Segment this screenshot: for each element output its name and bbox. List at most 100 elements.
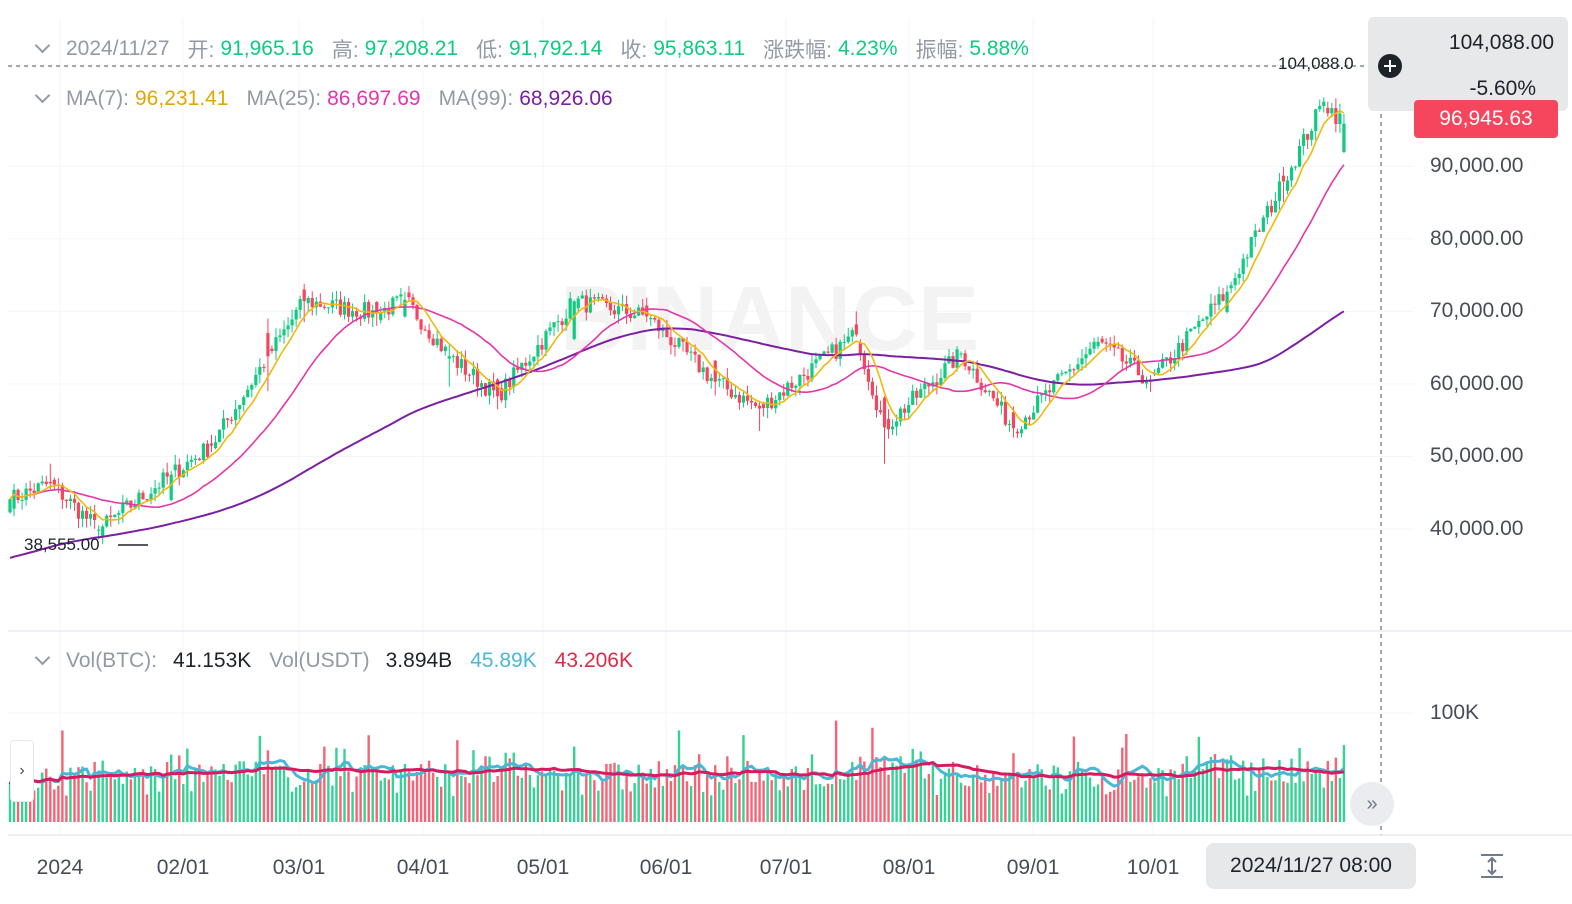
- candle-body: [1056, 374, 1060, 381]
- volume-bar: [504, 752, 507, 822]
- candle-body: [1249, 236, 1253, 258]
- candle-body: [1169, 357, 1173, 364]
- volume-bar: [1233, 779, 1237, 822]
- volume-bar: [1258, 769, 1261, 822]
- candle-body: [657, 319, 661, 332]
- candle-body: [80, 510, 85, 519]
- candle-body: [1112, 343, 1116, 348]
- volume-bar: [431, 772, 435, 822]
- candle-body: [391, 297, 395, 315]
- volume-bar: [262, 774, 266, 822]
- volume-bar: [311, 782, 314, 822]
- candle-body: [1076, 364, 1080, 370]
- volume-bar: [1270, 780, 1273, 822]
- candle-body: [64, 499, 69, 502]
- candle-body: [1044, 390, 1048, 395]
- volume-bar: [1028, 769, 1031, 822]
- fit-scale-icon[interactable]: [1478, 852, 1506, 880]
- volume-bar: [355, 776, 358, 822]
- candle-body: [858, 343, 862, 355]
- candle-body: [508, 378, 512, 388]
- volume-bar: [1161, 770, 1164, 822]
- candle-body: [145, 499, 149, 501]
- candle-body: [548, 327, 552, 332]
- candle-body: [866, 369, 870, 382]
- candle-body: [838, 341, 842, 359]
- volume-bar: [693, 765, 697, 822]
- volume-bar: [383, 777, 386, 822]
- volume-bar: [564, 772, 568, 822]
- candle-body: [76, 502, 81, 519]
- candle-body: [407, 292, 411, 298]
- candle-body: [576, 298, 580, 309]
- candle-body: [1241, 258, 1245, 275]
- candle-body: [596, 296, 600, 299]
- candle-body: [419, 319, 423, 330]
- candle-body: [782, 392, 786, 396]
- candle-body: [133, 505, 137, 508]
- volume-bar: [444, 764, 447, 822]
- volume-bar: [976, 765, 979, 822]
- volume-bar: [170, 754, 173, 822]
- volume-bar: [1056, 767, 1059, 822]
- volume-bar: [315, 780, 318, 822]
- volume-bar: [270, 767, 274, 822]
- candle-body: [52, 479, 56, 485]
- candle-body: [270, 348, 274, 351]
- volume-bar: [919, 751, 922, 822]
- volume-bar: [282, 768, 286, 822]
- candle-body: [459, 359, 463, 368]
- candle-body: [725, 378, 729, 390]
- volume-bar: [899, 756, 902, 822]
- chevron-down-icon[interactable]: [36, 90, 48, 102]
- volume-bar: [20, 790, 24, 822]
- volume-bar: [907, 764, 910, 822]
- volume-bar: [1012, 753, 1015, 822]
- candle-body: [915, 390, 919, 398]
- volume-bar: [1024, 780, 1027, 822]
- candle-body: [306, 297, 310, 304]
- price-axis-label: 60,000.00: [1430, 372, 1524, 395]
- amplitude-label: 振幅:: [915, 39, 964, 62]
- volume-bar: [1125, 734, 1128, 822]
- candle-body: [560, 321, 564, 326]
- candle-body: [1027, 417, 1032, 420]
- volume-bar: [871, 727, 874, 822]
- candle-body: [701, 367, 705, 373]
- volume-bar: [814, 784, 818, 822]
- candle-body: [673, 345, 677, 347]
- chevron-down-icon[interactable]: [36, 40, 48, 52]
- volume-bar: [782, 773, 785, 822]
- candle-body: [971, 368, 975, 371]
- crosshair-price: 104,088.00: [1448, 31, 1554, 54]
- volume-bar: [1209, 756, 1213, 822]
- volume-bar: [734, 782, 737, 822]
- price-axis-label: 40,000.00: [1430, 517, 1524, 540]
- volume-bar: [379, 780, 382, 822]
- volume-bar: [621, 789, 624, 822]
- volume-bar: [508, 758, 511, 822]
- candle-body: [1334, 108, 1338, 125]
- scroll-to-latest-button[interactable]: »: [1350, 782, 1394, 826]
- scroll-left-button[interactable]: ›: [10, 740, 34, 802]
- volume-bar: [959, 782, 963, 822]
- candle-body: [665, 327, 669, 338]
- chevron-down-icon[interactable]: [36, 652, 48, 664]
- volume-bar: [1241, 760, 1245, 822]
- volume-bar: [552, 770, 556, 822]
- volume-bar: [137, 774, 141, 822]
- candle-body: [12, 489, 16, 509]
- volume-bar: [685, 781, 689, 822]
- volume-bar: [258, 735, 262, 822]
- volume-bar: [1250, 762, 1253, 822]
- candle-body: [874, 395, 879, 411]
- volume-bar: [492, 782, 495, 822]
- volume-bar: [971, 774, 975, 822]
- volume-bar: [133, 768, 137, 822]
- candle-body: [431, 338, 435, 346]
- volume-bar: [520, 777, 524, 822]
- add-alert-icon[interactable]: [1378, 54, 1402, 78]
- candle-body: [1225, 291, 1229, 313]
- candle-body: [1261, 217, 1265, 232]
